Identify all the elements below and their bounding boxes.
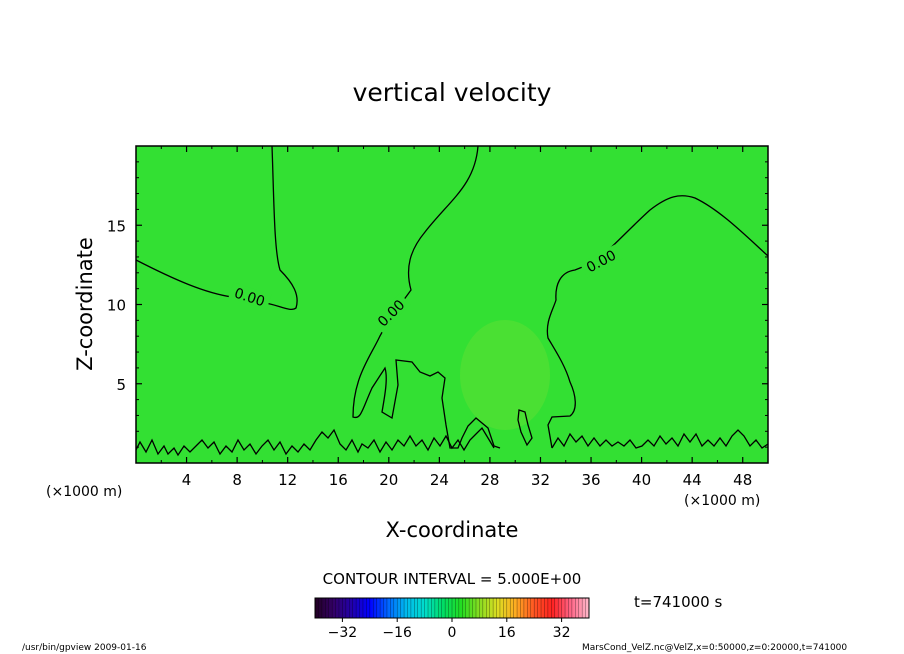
colorbar-tick-label: 0 bbox=[448, 625, 457, 641]
contour-line-right bbox=[546, 195, 768, 449]
x-tick-label: 28 bbox=[480, 471, 499, 489]
footer-left: /usr/bin/gpview 2009-01-16 bbox=[22, 643, 147, 653]
colorbar-stripes bbox=[318, 598, 586, 618]
y-tick-label: 15 bbox=[107, 217, 126, 235]
y-tick-label: 5 bbox=[116, 376, 126, 394]
contour-lines bbox=[136, 146, 768, 457]
contour-line-surface-right bbox=[551, 429, 768, 449]
x-tick-label: 40 bbox=[632, 471, 651, 489]
x-tick-label: 16 bbox=[329, 471, 348, 489]
plot-area bbox=[136, 146, 768, 463]
contour-line-left bbox=[136, 146, 298, 310]
x-tick-label: 20 bbox=[379, 471, 398, 489]
contour-loop-updraft bbox=[517, 409, 533, 447]
contour-interval-text: CONTOUR INTERVAL = 5.000E+00 bbox=[323, 570, 582, 588]
y-axis-label: Z-coordinate bbox=[73, 237, 97, 371]
contour-line-surface bbox=[136, 426, 495, 457]
colorbar-tick-label: −32 bbox=[328, 625, 358, 641]
field-shading bbox=[460, 320, 550, 430]
x-tick-label: 24 bbox=[430, 471, 449, 489]
x-tick-label: 8 bbox=[232, 471, 242, 489]
y-axis: 5 10 15 bbox=[107, 161, 768, 448]
colorbar-tick-label: 16 bbox=[498, 625, 516, 641]
x-tick-label: 44 bbox=[683, 471, 702, 489]
x-axis-label: X-coordinate bbox=[386, 518, 519, 542]
x-tick-label: 4 bbox=[182, 471, 192, 489]
x-tick-label: 48 bbox=[733, 471, 752, 489]
x-tick-label: 12 bbox=[278, 471, 297, 489]
colorbar-tick-label: 32 bbox=[553, 625, 571, 641]
colorbar-axis: −32 −16 0 16 32 bbox=[328, 618, 571, 641]
updraft-shade bbox=[460, 320, 550, 430]
chart-title: vertical velocity bbox=[353, 78, 552, 107]
x-unit-left: (×1000 m) bbox=[46, 484, 122, 500]
time-label: t=741000 s bbox=[634, 593, 722, 611]
footer-right: MarsCond_VelZ.nc@VelZ,x=0:50000,z=0:2000… bbox=[582, 643, 847, 653]
x-unit-right: (×1000 m) bbox=[684, 493, 760, 509]
contour-line-middle bbox=[352, 146, 501, 449]
x-axis: 4 8 12 16 20 24 28 32 36 40 44 48 bbox=[160, 146, 752, 489]
colorbar-tick-label: −16 bbox=[382, 625, 412, 641]
x-tick-label: 32 bbox=[531, 471, 550, 489]
y-tick-label: 10 bbox=[107, 297, 126, 315]
x-tick-label: 36 bbox=[581, 471, 600, 489]
